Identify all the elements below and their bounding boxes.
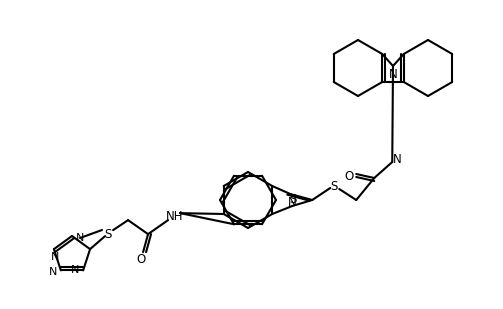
Text: NH: NH: [166, 210, 184, 222]
Text: N: N: [49, 267, 57, 277]
Text: O: O: [136, 253, 146, 266]
Text: N: N: [393, 153, 401, 166]
Text: O: O: [345, 170, 354, 183]
Text: N: N: [51, 252, 59, 262]
Text: S: S: [105, 228, 112, 241]
Text: S: S: [330, 180, 338, 193]
Text: N: N: [389, 67, 397, 81]
Text: N: N: [288, 196, 297, 209]
Text: S: S: [290, 193, 297, 205]
Text: N: N: [76, 233, 84, 243]
Text: N: N: [71, 265, 79, 275]
